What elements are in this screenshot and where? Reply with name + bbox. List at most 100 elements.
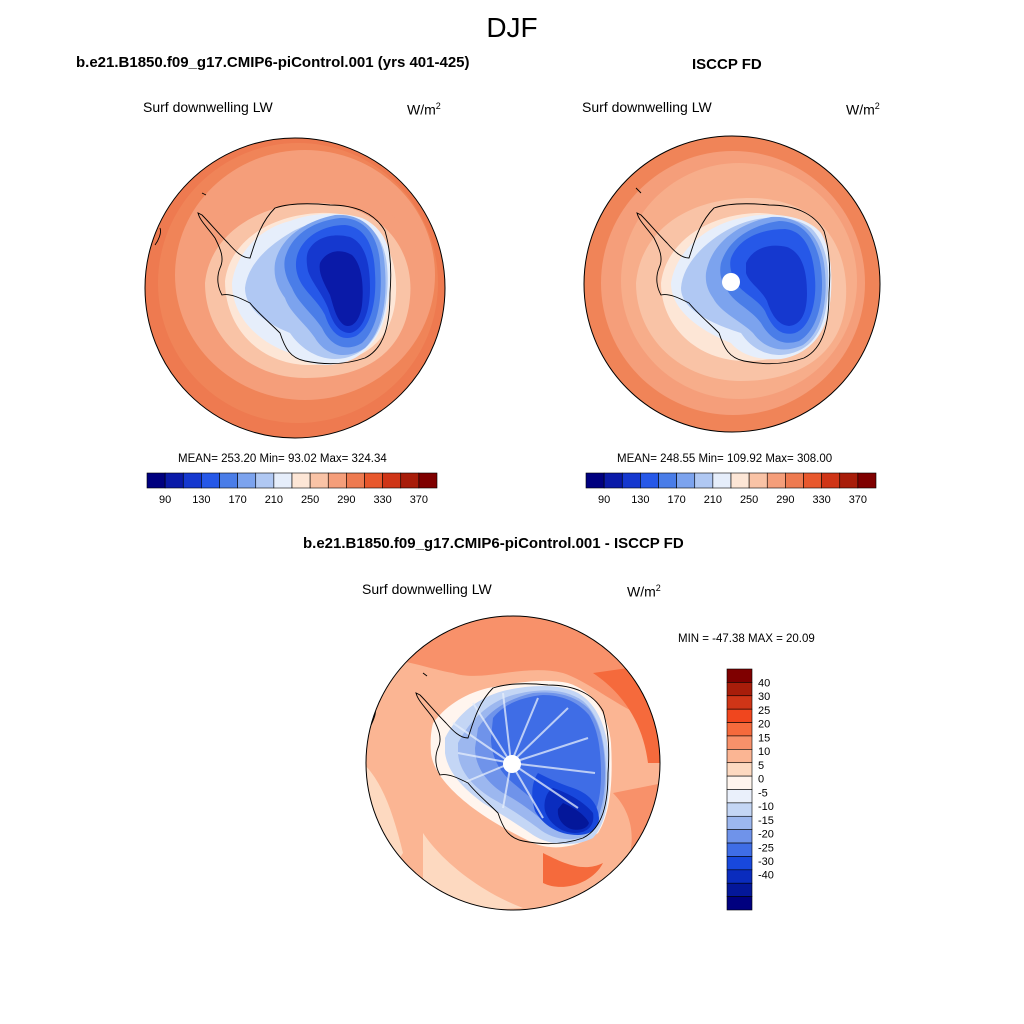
panel-2-colorbar-tick-label: 170 <box>667 494 685 506</box>
panel-3-colorbar-tick-label: -5 <box>758 787 768 799</box>
panel-2-polar-map <box>583 135 881 433</box>
panel-3-stats: MIN = -47.38 MAX = 20.09 <box>678 633 815 645</box>
panel-2-colorbar-swatch <box>694 472 714 489</box>
panel-1-colorbar-tick-label: 210 <box>265 494 283 506</box>
panel-2-colorbar-swatch <box>766 472 786 489</box>
panel-2-colorbar-swatch <box>748 472 768 489</box>
panel-2-colorbar-swatch <box>621 472 641 489</box>
panel-2-variable-label: Surf downwelling LW <box>582 99 712 115</box>
panel-1-colorbar-tick-label: 170 <box>228 494 246 506</box>
panel-3-colorbar-tick-label: 0 <box>758 774 764 786</box>
panel-1-colorbar-swatch <box>418 472 438 489</box>
panel-3-units: W/m2 <box>627 583 661 600</box>
panel-3-colorbar-tick-label: -20 <box>758 829 774 841</box>
panel-2-colorbar-tick-label: 130 <box>631 494 649 506</box>
panel-3-colorbar-tick-label: 25 <box>758 705 770 717</box>
panel-2-colorbar-swatch <box>730 472 750 489</box>
panel-1-polar-map <box>144 137 446 439</box>
panel-1-colorbar-swatch <box>364 472 383 489</box>
panel-1-colorbar-swatch <box>346 472 365 489</box>
panel-1-stats: MEAN= 253.20 Min= 93.02 Max= 324.34 <box>178 453 387 465</box>
panel-3-colorbar-tick-label: 40 <box>758 677 770 689</box>
panel-3-colorbar-swatch <box>726 869 753 884</box>
panel-2-units: W/m2 <box>846 101 880 118</box>
panel-1-colorbar-swatch <box>255 472 275 489</box>
panel-1-variable-label: Surf downwelling LW <box>143 99 273 115</box>
panel-1-colorbar-tick-label: 290 <box>337 494 355 506</box>
panel-3-colorbar-tick-label: -40 <box>758 870 774 882</box>
panel-2-colorbar: 90 130 170 210 250 290 330 370 <box>585 472 877 506</box>
panel-2-stats: MEAN= 248.55 Min= 109.92 Max= 308.00 <box>617 453 833 465</box>
panel-1-colorbar-swatch <box>182 472 202 489</box>
panel-3-colorbar-swatch <box>726 682 753 697</box>
panel-3-colorbar-swatch <box>726 896 753 911</box>
panel-3-contour-fill <box>366 616 660 910</box>
panel-2-title: ISCCP FD <box>692 56 762 73</box>
panel-3-colorbar-swatch <box>726 815 753 830</box>
panel-1-colorbar-swatch <box>201 472 220 489</box>
panel-2-colorbar-swatch <box>658 472 677 489</box>
panel-2-map-border <box>583 135 881 433</box>
panel-2-pole-hole <box>722 273 740 291</box>
panel-3-colorbar-swatch <box>726 735 753 750</box>
panel-3-colorbar-swatch <box>726 695 753 710</box>
panel-1-colorbar-tick-label: 90 <box>159 494 171 506</box>
panel-3-variable-label: Surf downwelling LW <box>362 581 492 597</box>
panel-1-colorbar-swatch <box>309 472 329 489</box>
panel-3-colorbar-tick-label: -10 <box>758 801 774 813</box>
panel-2-colorbar-tick-label: 250 <box>740 494 758 506</box>
figure-title: DJF <box>486 12 538 43</box>
panel-3-colorbar-swatch <box>726 708 753 723</box>
panel-3-colorbar-tick-label: 20 <box>758 719 770 731</box>
panel-3-colorbar-swatch <box>726 762 753 777</box>
panel-2-colorbar-swatch <box>640 472 659 489</box>
panel-3-colorbar-tick-label: -15 <box>758 815 774 827</box>
panel-3-colorbar-tick-label: 5 <box>758 760 764 772</box>
panel-2-colorbar-swatch <box>803 472 822 489</box>
panel-3-colorbar-tick-label: 10 <box>758 746 770 758</box>
panel-3-colorbar-tick-label: -30 <box>758 856 774 868</box>
panel-3-pole-hole <box>503 755 521 773</box>
panel-3-colorbar-tick-label: 30 <box>758 691 770 703</box>
panel-1-coastline <box>154 192 392 365</box>
panel-3-colorbar-swatch <box>726 789 753 804</box>
panel-1-colorbar-swatch <box>164 472 184 489</box>
panel-1-colorbar-swatch <box>219 472 238 489</box>
panel-3-colorbar-swatch <box>726 749 753 764</box>
panel-3-colorbar-swatch <box>726 775 753 790</box>
panel-3-map-border <box>365 615 661 911</box>
panel-3-colorbar-swatch <box>726 668 753 683</box>
panel-2-colorbar-tick-label: 90 <box>598 494 610 506</box>
panel-1-colorbar-swatch <box>382 472 402 489</box>
panel-1-colorbar-swatch <box>237 472 257 489</box>
panel-3-title: b.e21.B1850.f09_g17.CMIP6-piControl.001 … <box>303 535 684 552</box>
panel-1-contour-fill <box>145 138 445 438</box>
panel-1-colorbar-swatch <box>291 472 311 489</box>
panel-2-colorbar-swatch <box>785 472 804 489</box>
panel-1-map-border <box>144 137 446 439</box>
panel-2-colorbar-swatch <box>821 472 841 489</box>
panel-1-colorbar-tick-label: 250 <box>301 494 319 506</box>
panel-3-colorbar-swatch <box>726 856 753 871</box>
panel-3-polar-map <box>365 615 661 911</box>
panel-1-colorbar-tick-label: 130 <box>192 494 210 506</box>
panel-2-colorbar-swatch <box>585 472 605 489</box>
panel-3-colorbar-swatch <box>726 882 753 897</box>
panel-1-colorbar-swatch <box>400 472 420 489</box>
panel-1-units: W/m2 <box>407 101 441 118</box>
panel-3-colorbar-tick-label: -25 <box>758 842 774 854</box>
panel-1-colorbar-swatch <box>327 472 347 489</box>
panel-2-colorbar-swatch <box>676 472 696 489</box>
panel-3-colorbar-swatch <box>726 722 753 737</box>
panel-3-colorbar-swatch <box>726 842 753 857</box>
panel-1-colorbar-tick-label: 330 <box>373 494 391 506</box>
panel-1-colorbar-tick-label: 370 <box>410 494 428 506</box>
panel-1-colorbar-swatch <box>273 472 293 489</box>
panel-2-colorbar-swatch <box>839 472 859 489</box>
panel-2-colorbar-tick-label: 330 <box>812 494 830 506</box>
panel-2-colorbar-tick-label: 290 <box>776 494 794 506</box>
panel-2-coastline <box>635 187 831 365</box>
panel-2-colorbar-tick-label: 370 <box>849 494 867 506</box>
panel-2-colorbar-tick-label: 210 <box>704 494 722 506</box>
